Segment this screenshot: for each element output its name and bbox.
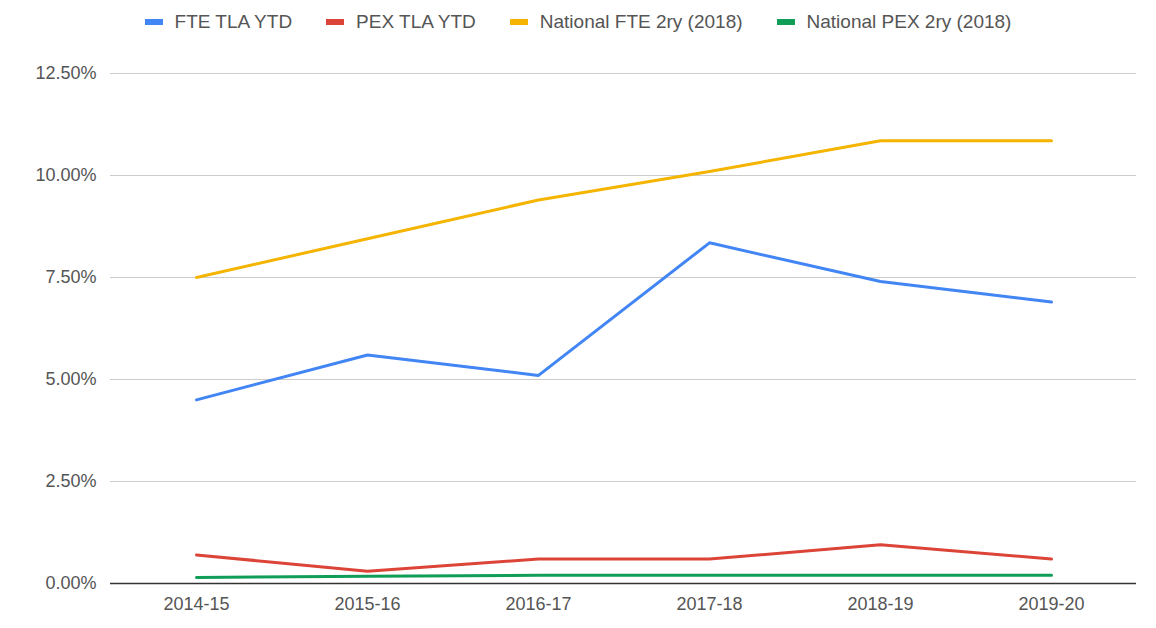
svg-text:2018-19: 2018-19 [847, 594, 913, 614]
html-text:National FTE 2ry (2018): National FTE 2ry (2018) [539, 10, 743, 32]
html-text:PEX TLA YTD: PEX TLA YTD [356, 10, 476, 32]
svg-text:2015-16: 2015-16 [334, 594, 400, 614]
svg-text:5.00%: 5.00% [45, 369, 96, 389]
svg-text:2016-17: 2016-17 [505, 594, 571, 614]
svg-text:2019-20: 2019-20 [1018, 594, 1084, 614]
svg-text:2017-18: 2017-18 [676, 594, 742, 614]
svg-text:7.50%: 7.50% [45, 267, 96, 287]
svg-text:2.50%: 2.50% [45, 471, 96, 491]
html-text:FTE TLA YTD: FTE TLA YTD [174, 10, 293, 32]
svg-text:0.00%: 0.00% [45, 573, 96, 593]
svg-text:2014-15: 2014-15 [163, 594, 229, 614]
html-text:National PEX 2ry (2018): National PEX 2ry (2018) [806, 10, 1012, 32]
svg-text:10.00%: 10.00% [35, 165, 96, 185]
svg-text:12.50%: 12.50% [35, 63, 96, 83]
